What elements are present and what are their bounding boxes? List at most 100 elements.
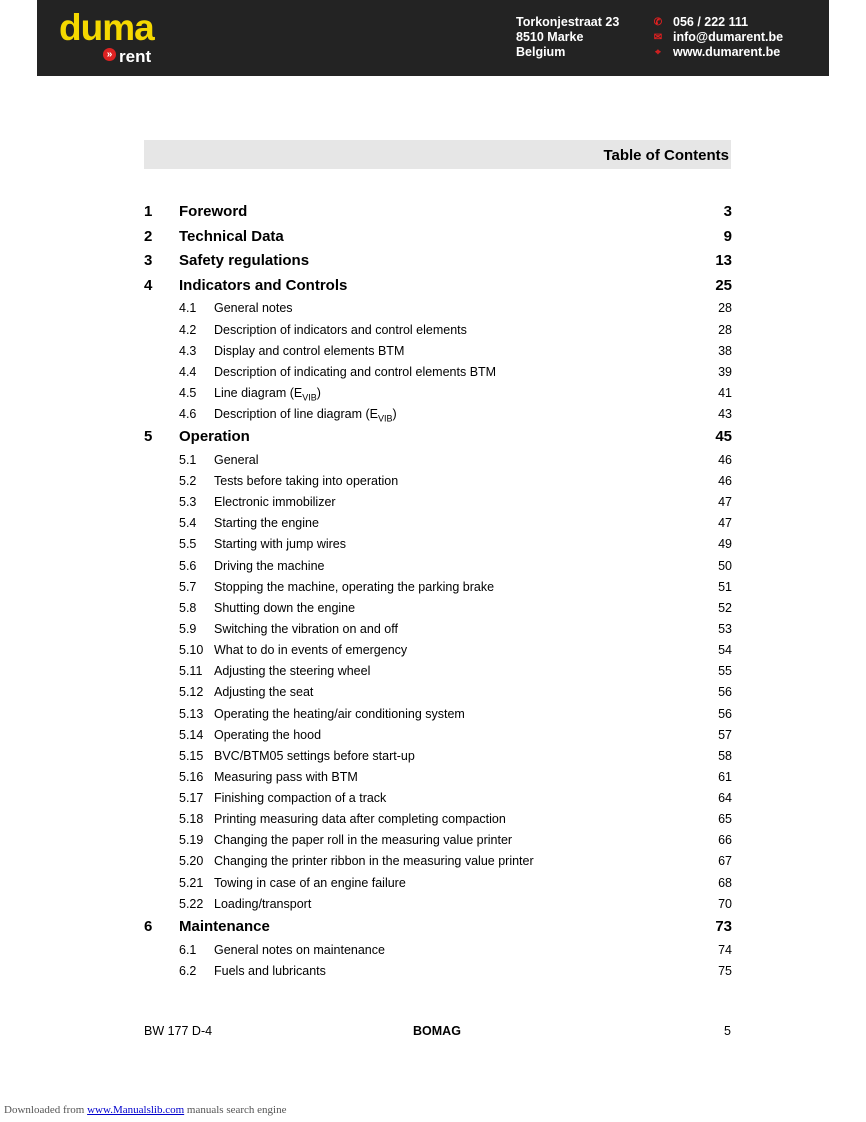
toc-entry[interactable]: 5.16 Measuring pass with BTM 61 [144,767,732,788]
toc-entry[interactable]: 5.6 Driving the machine 50 [144,556,732,577]
entry-number: 5.13 [179,706,204,721]
entry-number: 5.22 [179,896,204,911]
toc-entry[interactable]: 5.18 Printing measuring data after comple… [144,809,732,830]
entry-title-text: General notes [214,301,293,316]
entry-title: Changing the printer ribbon in the measu… [214,854,534,868]
toc-entry[interactable]: 6.1 General notes on maintenance 74 [144,940,732,961]
toc-entry[interactable]: 6 Maintenance 73 [144,915,732,940]
entry-title: Towing in case of an engine failure [214,876,406,890]
toc-entry[interactable]: 5.3 Electronic immobilizer 47 [144,492,732,513]
entry-page: 53 [718,621,732,636]
entry-title-text: General notes on maintenance [214,942,385,957]
toc-entry[interactable]: 5.11 Adjusting the steering wheel 55 [144,661,732,682]
toc-entry[interactable]: 6.2 Fuels and lubricants 75 [144,961,732,982]
download-note: Downloaded from www.Manualslib.com manua… [4,1104,286,1116]
toc-entry[interactable]: 5.9 Switching the vibration on and off 53 [144,619,732,640]
footer-page-number: 5 [724,1024,731,1038]
entry-title-text: Changing the printer ribbon in the measu… [214,854,534,869]
toc-entry[interactable]: 5 Operation 45 [144,425,732,450]
toc-entry[interactable]: 5.4 Starting the engine 47 [144,513,732,534]
download-prefix: Downloaded from [4,1104,88,1116]
toc-entry[interactable]: 5.8 Shutting down the engine 52 [144,598,732,619]
entry-title-text: Starting with jump wires [214,537,346,552]
toc-entry[interactable]: 5.17 Finishing compaction of a track 64 [144,788,732,809]
entry-title: Stopping the machine, operating the park… [214,580,494,594]
toc-entry[interactable]: 4.6 Description of line diagram (EVIB) 43 [144,404,732,425]
entry-title: General notes [214,301,293,315]
toc-entry[interactable]: 3 Safety regulations 13 [144,249,732,274]
toc-entry[interactable]: 5.7 Stopping the machine, operating the p… [144,577,732,598]
toc-entry[interactable]: 1 Foreword 3 [144,200,732,225]
toc-entry[interactable]: 4.2 Description of indicators and control… [144,320,732,341]
entry-title-text: Electronic immobilizer [214,495,336,510]
toc-entry[interactable]: 5.13 Operating the heating/air conditioni… [144,704,732,725]
entry-title-text: Towing in case of an engine failure [214,875,406,890]
toc-entry[interactable]: 5.2 Tests before taking into operation 46 [144,471,732,492]
toc-entry[interactable]: 5.1 General 46 [144,450,732,471]
toc-entry[interactable]: 5.21 Towing in case of an engine failure 6… [144,873,732,894]
toc-entry[interactable]: 5.19 Changing the paper roll in the measu… [144,830,732,851]
entry-page: 49 [718,537,732,552]
toc-entry[interactable]: 4 Indicators and Controls 25 [144,274,732,299]
entry-page: 13 [715,252,732,270]
entry-title: Description of indicators and control el… [214,323,467,337]
toc-entry[interactable]: 4.4 Description of indicating and control… [144,362,732,383]
entry-number: 5 [144,428,153,446]
entry-title-text: Operating the heating/air conditioning s… [214,706,465,721]
phone-icon: ✆ [653,17,663,28]
toc-entry[interactable]: 4.1 General notes 28 [144,298,732,319]
web-text: www.dumarent.be [673,45,781,59]
toc-entry[interactable]: 5.12 Adjusting the seat 56 [144,682,732,703]
entry-number: 5.10 [179,643,204,658]
entry-title-text: Description of line diagram (E [214,407,378,422]
entry-number: 4.5 [179,385,197,400]
toc-entry[interactable]: 5.20 Changing the printer ribbon in the m… [144,851,732,872]
toc-title: Table of Contents [603,147,729,164]
entry-number: 5.4 [179,516,197,531]
toc-entry[interactable]: 5.15 BVC/BTM05 settings before start-up 58 [144,746,732,767]
entry-title-text: Stopping the machine, operating the park… [214,579,495,594]
toc-entry[interactable]: 5.14 Operating the hood 57 [144,725,732,746]
entry-page: 74 [718,942,732,957]
entry-title: General [214,453,258,467]
entry-title-text: Line diagram (E [214,385,303,400]
entry-number: 5.11 [179,664,203,679]
address-line: 8510 Marke [516,30,584,44]
entry-title: Printing measuring data after completing… [214,812,506,826]
entry-page: 54 [718,643,732,658]
entry-page: 43 [718,407,732,422]
toc-entry[interactable]: 4.3 Display and control elements BTM 38 [144,341,732,362]
entry-page: 75 [718,963,732,978]
download-suffix: manuals search engine [184,1104,287,1116]
entry-title: Adjusting the seat [214,685,313,699]
entry-title-text: Adjusting the steering wheel [214,664,371,679]
entry-title-text: Technical Data [179,227,284,245]
manualslib-link[interactable]: www.Manualslib.com [87,1104,185,1116]
address-line: Belgium [516,45,566,59]
entry-title: Operating the hood [214,728,321,742]
entry-title: Loading/transport [214,897,311,911]
toc-entry[interactable]: 5.5 Starting with jump wires 49 [144,534,732,555]
contact-info: ✆ 056 / 222 111 ✉ info@dumarent.be ⌖ www.du… [651,15,783,60]
entry-title-text: Maintenance [179,917,270,935]
entry-title: Technical Data [179,228,284,245]
entry-page: 3 [723,203,732,220]
entry-title: Measuring pass with BTM [214,770,358,784]
toc-entry[interactable]: 5.10 What to do in events of emergency 54 [144,640,732,661]
entry-number: 6 [144,917,153,935]
entry-title: Adjusting the steering wheel [214,664,370,678]
entry-title-text: Tests before taking into operation [214,473,399,488]
entry-title-text: Display and control elements BTM [214,343,405,358]
entry-number: 6.2 [179,963,197,978]
toc-entry[interactable]: 2 Technical Data 9 [144,225,732,250]
entry-page: 46 [718,452,732,467]
toc-entry[interactable]: 4.5 Line diagram (EVIB) 41 [144,383,732,404]
toc-entry[interactable]: 5.22 Loading/transport 70 [144,894,732,915]
toc-list: 1 Foreword 3 2 Technical Data 9 3 Safety regula… [144,200,732,982]
entry-page: 38 [718,343,732,358]
footer-model: BW 177 D-4 [144,1024,213,1038]
entry-page: 28 [718,301,732,316]
entry-page: 9 [723,227,732,245]
entry-page: 50 [718,558,732,573]
